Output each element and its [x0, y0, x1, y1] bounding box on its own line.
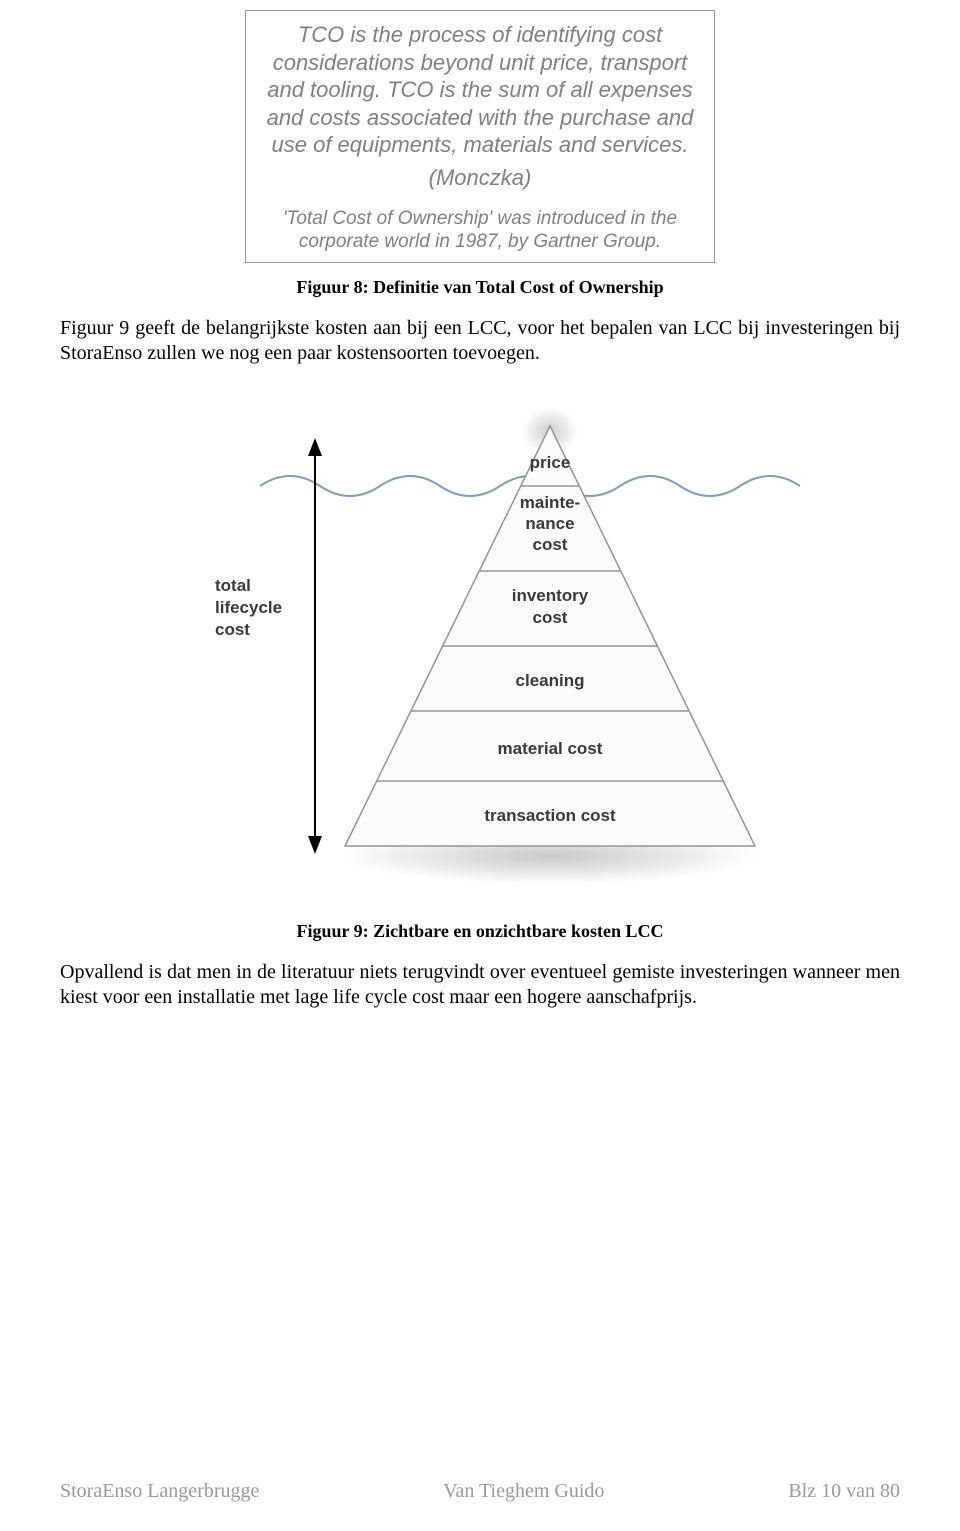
figure-9-caption: Figuur 9: Zichtbare en onzichtbare koste…: [60, 921, 900, 942]
pyramid-svg: price mainte- nance cost inventory cost …: [160, 396, 800, 896]
layer-mainte: mainte-: [520, 493, 580, 512]
quote-attribution: (Monczka): [264, 165, 696, 191]
pyramid-diagram: price mainte- nance cost inventory cost …: [160, 396, 800, 901]
footer-center: Van Tieghem Guido: [443, 1480, 604, 1503]
layer-cost1: cost: [533, 535, 568, 554]
layer-price: price: [530, 453, 571, 472]
layer-transaction: transaction cost: [484, 806, 616, 825]
layer-inventory: inventory: [512, 586, 589, 605]
side-label-2: lifecycle: [215, 598, 282, 617]
paragraph-2: Opvallend is dat men in de literatuur ni…: [60, 960, 900, 1010]
quote-sub-text: 'Total Cost of Ownership' was introduced…: [264, 207, 696, 255]
arrowhead-down-icon: [308, 836, 322, 854]
layer-material: material cost: [498, 739, 603, 758]
side-label-3: cost: [215, 620, 250, 639]
paragraph-1: Figuur 9 geeft de belangrijkste kosten a…: [60, 316, 900, 366]
figure-8-caption: Figuur 8: Definitie van Total Cost of Ow…: [60, 277, 900, 298]
layer-cost2: cost: [533, 608, 568, 627]
quote-box: TCO is the process of identifying cost c…: [245, 10, 715, 263]
page: TCO is the process of identifying cost c…: [0, 0, 960, 1531]
arrowhead-up-icon: [308, 438, 322, 456]
pyramid-outline: [345, 426, 755, 846]
layer-cleaning: cleaning: [516, 671, 585, 690]
quote-main-text: TCO is the process of identifying cost c…: [264, 21, 696, 159]
footer-left: StoraEnso Langerbrugge: [60, 1480, 259, 1503]
layer-nance: nance: [525, 514, 574, 533]
page-footer: StoraEnso Langerbrugge Van Tieghem Guido…: [60, 1480, 900, 1503]
footer-right: Blz 10 van 80: [788, 1480, 900, 1503]
side-label-1: total: [215, 576, 251, 595]
